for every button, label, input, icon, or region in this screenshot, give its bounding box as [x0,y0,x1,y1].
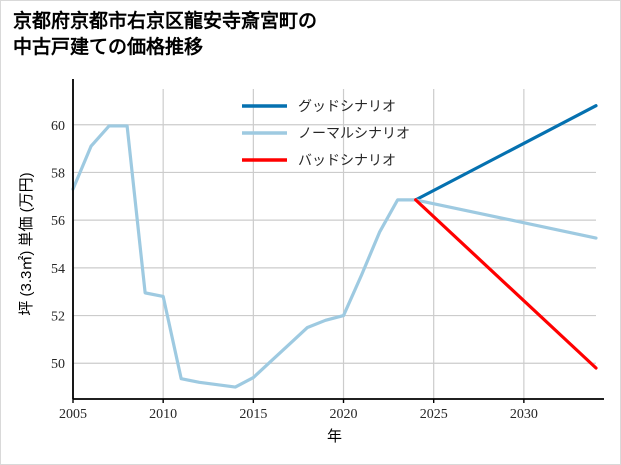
y-tick-label: 52 [51,310,65,325]
series-line-グッドシナリオ [414,104,598,202]
legend-label-バッドシナリオ: バッドシナリオ [298,152,396,168]
x-tick-label: 2020 [330,407,358,422]
y-tick-label: 56 [51,214,65,229]
series-line-バッドシナリオ [414,198,598,370]
y-axis-title: 坪 (3.3㎡) 単価 (万円) [18,172,35,315]
y-tick-label: 54 [51,262,65,277]
y-tick-label: 60 [51,119,65,134]
series-line-ノーマルシナリオ [71,124,598,389]
x-tick-label: 2015 [239,407,267,422]
x-tick-label: 2030 [510,407,538,422]
page-title: 京都府京都市右京区龍安寺斎宮町の 中古戸建ての価格推移 [13,11,318,58]
y-tick-label: 58 [51,166,65,181]
x-axis-title: 年 [327,428,342,445]
x-tick-label: 2025 [420,407,448,422]
y-tick-label: 50 [51,357,65,372]
legend-label-ノーマルシナリオ: ノーマルシナリオ [298,125,410,141]
legend-label-グッドシナリオ: グッドシナリオ [298,98,396,114]
x-tick-label: 2005 [59,407,87,422]
x-axis-tick-labels: 2005 2010 2015 2020 2025 2030 [59,407,538,422]
data-series-group [71,104,598,389]
y-axis-tick-labels: 50 52 54 56 58 60 [51,119,65,372]
x-tick-label: 2010 [149,407,177,422]
